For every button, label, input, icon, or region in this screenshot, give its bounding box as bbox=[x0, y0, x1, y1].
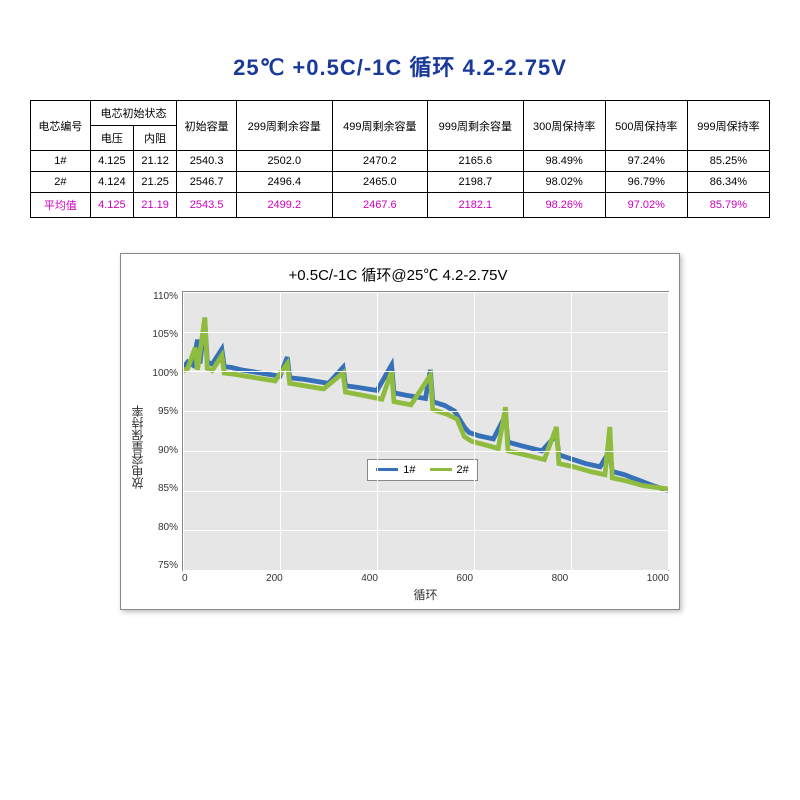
table-cell: 2465.0 bbox=[332, 172, 428, 193]
table-cell: 98.26% bbox=[523, 193, 605, 218]
table-cell: 2546.7 bbox=[177, 172, 237, 193]
table-cell: 4.125 bbox=[90, 193, 133, 218]
col-resistance: 内阻 bbox=[134, 126, 177, 151]
table-cell: 2# bbox=[31, 172, 91, 193]
table-cell: 98.49% bbox=[523, 151, 605, 172]
table-cell: 2543.5 bbox=[177, 193, 237, 218]
col-initial-state: 电芯初始状态 bbox=[90, 101, 177, 126]
col-r300: 300周保持率 bbox=[523, 101, 605, 151]
table-cell: 4.125 bbox=[90, 151, 133, 172]
table-cell: 85.25% bbox=[687, 151, 769, 172]
legend-item: 2# bbox=[430, 464, 469, 476]
table-cell: 97.24% bbox=[605, 151, 687, 172]
chart-title: +0.5C/-1C 循环@25℃ 4.2-2.75V bbox=[127, 264, 669, 285]
chart-plot-area: 1# 2# bbox=[182, 291, 669, 571]
table-cell: 2467.6 bbox=[332, 193, 428, 218]
table-cell: 1# bbox=[31, 151, 91, 172]
legend-item: 1# bbox=[376, 464, 415, 476]
table-row: 2#4.12421.252546.72496.42465.02198.798.0… bbox=[31, 172, 770, 193]
col-cell-id: 电芯编号 bbox=[31, 101, 91, 151]
table-cell: 97.02% bbox=[605, 193, 687, 218]
table-cell: 4.124 bbox=[90, 172, 133, 193]
table-row: 平均值4.12521.192543.52499.22467.62182.198.… bbox=[31, 193, 770, 218]
table-cell: 2165.6 bbox=[428, 151, 524, 172]
chart-legend: 1# 2# bbox=[367, 459, 478, 481]
table-cell: 2502.0 bbox=[237, 151, 333, 172]
page-title: 25℃ +0.5C/-1C 循环 4.2-2.75V bbox=[30, 50, 770, 82]
col-r500: 500周保持率 bbox=[605, 101, 687, 151]
col-init-cap: 初始容量 bbox=[177, 101, 237, 151]
chart-xlabel: 循环 bbox=[182, 586, 669, 603]
table-cell: 2198.7 bbox=[428, 172, 524, 193]
table-cell: 85.79% bbox=[687, 193, 769, 218]
col-r999: 999周保持率 bbox=[687, 101, 769, 151]
table-cell: 98.02% bbox=[523, 172, 605, 193]
col-c299: 299周剩余容量 bbox=[237, 101, 333, 151]
data-table: 电芯编号 电芯初始状态 初始容量 299周剩余容量 499周剩余容量 999周剩… bbox=[30, 100, 770, 218]
table-cell: 2470.2 bbox=[332, 151, 428, 172]
table-cell: 86.34% bbox=[687, 172, 769, 193]
table-cell: 21.19 bbox=[134, 193, 177, 218]
col-c499: 499周剩余容量 bbox=[332, 101, 428, 151]
table-cell: 21.25 bbox=[134, 172, 177, 193]
table-cell: 平均值 bbox=[31, 193, 91, 218]
table-cell: 2499.2 bbox=[237, 193, 333, 218]
table-row: 1#4.12521.122540.32502.02470.22165.698.4… bbox=[31, 151, 770, 172]
table-cell: 96.79% bbox=[605, 172, 687, 193]
col-voltage: 电压 bbox=[90, 126, 133, 151]
chart-xticks: 02004006008001000 bbox=[182, 571, 669, 584]
col-c999: 999周剩余容量 bbox=[428, 101, 524, 151]
table-cell: 21.12 bbox=[134, 151, 177, 172]
table-cell: 2540.3 bbox=[177, 151, 237, 172]
table-cell: 2182.1 bbox=[428, 193, 524, 218]
chart-yticks: 110%105%100%95%90%85%80%75% bbox=[148, 291, 182, 571]
chart-ylabel: 放电容量保持率 bbox=[127, 291, 148, 603]
table-cell: 2496.4 bbox=[237, 172, 333, 193]
chart-container: +0.5C/-1C 循环@25℃ 4.2-2.75V 放电容量保持率 110%1… bbox=[120, 253, 680, 610]
